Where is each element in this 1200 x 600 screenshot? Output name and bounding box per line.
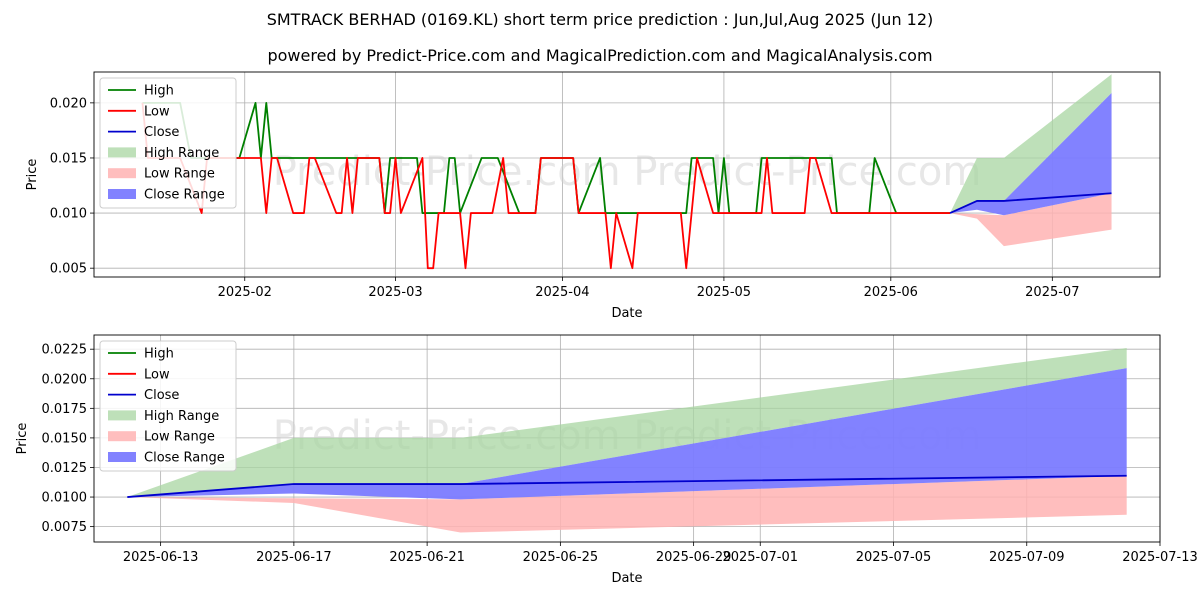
legend-label: High (144, 347, 174, 362)
legend-label: Low Range (144, 430, 215, 445)
x-tick-label: 2025-03 (368, 285, 422, 300)
x-tick-label: 2025-07-09 (989, 550, 1065, 565)
axes-frame (93, 71, 1161, 278)
x-tick-label: 2025-06-21 (389, 550, 465, 565)
x-tick-label: 2025-07-05 (856, 550, 932, 565)
legend-label: High Range (144, 409, 219, 424)
x-tick-label: 2025-05 (697, 285, 751, 300)
legend-label: Close (144, 388, 179, 403)
legend-label: Close Range (144, 188, 225, 203)
axes-frame (93, 334, 1161, 543)
legend-swatch (108, 189, 136, 199)
plot-area (141, 74, 1112, 270)
plot-area (127, 348, 1127, 533)
x-tick-label: 2025-06-29 (656, 550, 732, 565)
x-axis-label: Date (611, 306, 642, 321)
legend: High Low Close High Range Low Range Close Ran… (99, 340, 237, 472)
legend-swatch (108, 452, 136, 462)
legend-label: Low Range (144, 167, 215, 182)
y-tick-label: 0.010 (50, 207, 87, 222)
y-tick-label: 0.0175 (42, 402, 88, 417)
y-tick-label: 0.0200 (42, 372, 88, 387)
x-tick-label: 2025-06-13 (123, 550, 199, 565)
x-tick-label: 2025-07-13 (1122, 550, 1198, 565)
close-line (949, 192, 1112, 214)
high-range-band (127, 348, 1127, 498)
low-range-band (127, 475, 1127, 533)
y-tick-label: 0.020 (50, 96, 87, 111)
chart-subtitle: powered by Predict-Price.com and Magical… (267, 46, 933, 65)
x-tick-label: 2025-04 (535, 285, 589, 300)
y-axis-label: Price (25, 159, 40, 191)
legend-label: Close (144, 125, 179, 140)
y-tick-label: 0.0100 (42, 491, 88, 506)
close-line (127, 474, 1127, 498)
y-tick-label: 0.015 (50, 151, 87, 166)
legend-label: High (144, 84, 174, 99)
close-range-band (950, 92, 1112, 216)
y-axis-label: Price (15, 423, 30, 455)
legend-label: High Range (144, 146, 219, 161)
x-axis-label: Date (611, 571, 642, 586)
y-tick-label: 0.0075 (42, 520, 88, 535)
y-tick-label: 0.0225 (42, 343, 88, 358)
chart-title: SMTRACK BERHAD (0169.KL) short term pric… (266, 10, 934, 29)
x-tick-label: 2025-06-25 (523, 550, 599, 565)
legend: High Low Close High Range Low Range Close Ran… (99, 77, 237, 209)
y-tick-label: 0.0125 (42, 461, 88, 476)
watermark-text: Predict-Price.com Predict-Price.com (273, 149, 982, 195)
x-tick-label: 2025-02 (218, 285, 272, 300)
legend-label: Low (144, 104, 170, 119)
y-tick-label: 0.005 (50, 262, 87, 277)
legend-label: Low (144, 367, 170, 382)
legend-swatch (108, 147, 136, 158)
panel-bottom: Predict-Price.com Predict-Price.com2025-… (15, 334, 1198, 586)
high-range-band (950, 74, 1112, 214)
close-range-band (127, 368, 1127, 500)
x-tick-label: 2025-07 (1025, 285, 1079, 300)
legend-swatch (108, 431, 136, 442)
low-line (141, 102, 951, 270)
y-tick-label: 0.0150 (42, 431, 88, 446)
legend-label: Close Range (144, 451, 225, 466)
panel-top: Predict-Price.com Predict-Price.com 2025-… (25, 71, 1161, 321)
low-range-band (950, 193, 1112, 247)
legend-swatch (108, 168, 136, 179)
x-tick-label: 2025-06 (864, 285, 918, 300)
x-tick-label: 2025-07-01 (722, 550, 798, 565)
legend-swatch (108, 410, 136, 421)
x-tick-label: 2025-06-17 (256, 550, 332, 565)
